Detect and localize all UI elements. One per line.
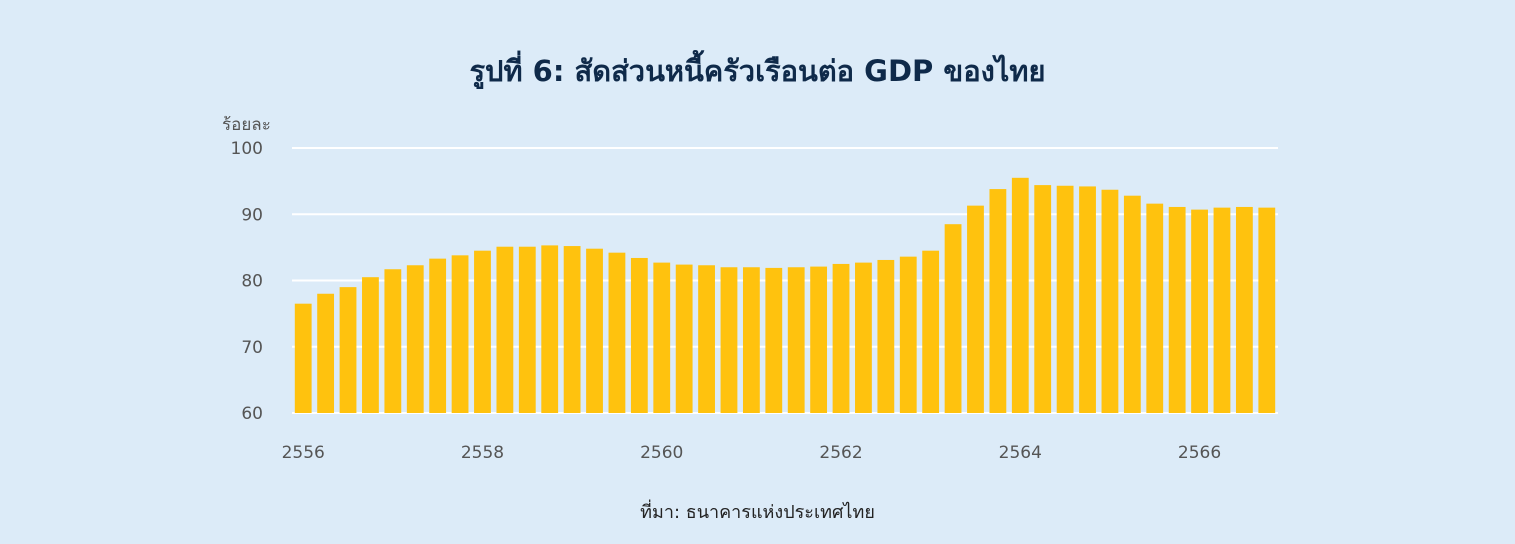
bar (810, 266, 828, 413)
source-note: ที่มา: ธนาคารแห่งประเทศไทย (640, 502, 875, 523)
bar (675, 264, 693, 413)
x-tick-label: 2566 (1178, 443, 1221, 463)
bar (429, 258, 447, 413)
bar (899, 256, 917, 413)
bar (855, 262, 872, 413)
y-tick-label: 80 (241, 272, 263, 292)
bars (294, 177, 1276, 414)
bar (294, 303, 312, 413)
bar (720, 267, 738, 413)
bar (1123, 195, 1141, 413)
bar (1213, 207, 1231, 414)
bar (451, 255, 469, 413)
bar (474, 250, 491, 413)
bar (1235, 206, 1253, 413)
bar (1101, 189, 1119, 413)
bar (653, 262, 671, 413)
bar (563, 246, 581, 413)
y-tick-label: 100 (231, 139, 263, 159)
bar (608, 252, 626, 413)
x-tick-label: 2560 (640, 443, 683, 463)
bar (496, 246, 514, 413)
bar (630, 257, 648, 413)
bar (967, 205, 984, 413)
bar (1056, 185, 1074, 413)
bar (1191, 209, 1208, 413)
chart-title: รูปที่ 6: สัดส่วนหนี้ครัวเรือนต่อ GDP ขอ… (469, 54, 1046, 88)
x-tick-label: 2564 (999, 443, 1042, 463)
bar (1168, 206, 1186, 413)
x-axis-ticks: 2556 2558 2560 2562 2564 2566 (282, 443, 1222, 463)
bar (1011, 177, 1029, 413)
y-axis-ticks: 60 70 80 90 100 (231, 139, 263, 424)
y-tick-label: 60 (241, 404, 263, 424)
y-tick-label: 70 (241, 338, 263, 358)
bar (384, 269, 402, 413)
bar (518, 246, 536, 413)
bar (586, 248, 603, 413)
bar (742, 267, 760, 413)
x-tick-label: 2556 (282, 443, 325, 463)
bar (698, 265, 715, 413)
bar (922, 250, 940, 413)
y-tick-label: 90 (241, 205, 263, 225)
bar (989, 189, 1007, 413)
bar (1258, 207, 1276, 414)
bar (1079, 186, 1096, 413)
bar (339, 287, 357, 414)
bar (362, 277, 379, 413)
bar (406, 265, 424, 413)
bar (317, 293, 335, 413)
x-tick-label: 2558 (461, 443, 504, 463)
bar (877, 259, 895, 413)
bar (944, 224, 962, 413)
bar (832, 263, 850, 413)
bar (541, 245, 559, 413)
y-axis-label: ร้อยละ (222, 115, 271, 135)
bar (765, 267, 783, 413)
x-tick-label: 2562 (819, 443, 862, 463)
bar (1034, 185, 1052, 413)
bar (787, 267, 805, 413)
bar (1146, 203, 1164, 413)
